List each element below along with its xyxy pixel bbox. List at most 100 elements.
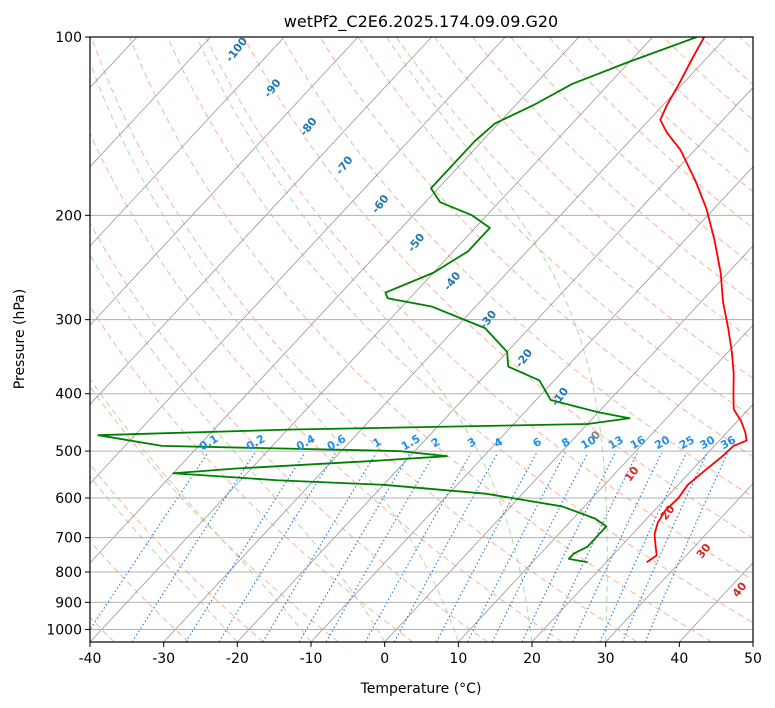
line-labels: -100-90-80-70-60-50-40-30-20-10010203040… — [197, 35, 749, 600]
mixing-ratio-line — [621, 452, 708, 642]
x-axis-label: Temperature (°C) — [360, 681, 482, 697]
moist-adiabat — [196, 37, 533, 642]
dry-adiabat-label: 40 — [730, 579, 750, 599]
moist-adiabat — [386, 37, 608, 642]
y-tick-label: 700 — [55, 531, 82, 547]
moist-adiabat — [90, 253, 386, 642]
mixing-ratio-line — [393, 452, 499, 642]
isotherm — [163, 37, 727, 642]
mixing-ratio-line — [364, 452, 472, 642]
isotherm — [90, 37, 359, 326]
x-tick-label: 20 — [523, 651, 541, 667]
x-tick-label: -40 — [79, 651, 102, 667]
dry-adiabat — [319, 37, 753, 458]
mixing-ratio-label: 25 — [677, 433, 697, 452]
mixing-ratio-line — [325, 452, 436, 642]
mixing-ratio-label: 2 — [429, 435, 442, 450]
isotherm — [384, 245, 753, 642]
isotherm — [90, 37, 285, 247]
moist-adiabat — [90, 60, 459, 642]
mixing-ratio-line — [185, 452, 306, 642]
dry-adiabat-label: -40 — [441, 269, 464, 293]
dry-adiabat — [663, 37, 753, 121]
dry-adiabat — [243, 37, 753, 539]
mixing-ratio-line — [298, 452, 411, 642]
x-tick-label: 50 — [744, 651, 762, 667]
dewpoint-line — [97, 37, 698, 564]
y-tick-label: 800 — [55, 565, 82, 581]
dry-adiabat — [548, 37, 753, 229]
y-tick-label: 200 — [55, 208, 82, 224]
dry-adiabat — [510, 37, 753, 266]
isotherm — [90, 37, 211, 168]
dry-adiabat — [167, 37, 753, 624]
x-tick-label: 40 — [670, 651, 688, 667]
isotherm — [679, 562, 753, 642]
plot-frame — [89, 36, 754, 643]
dry-adiabat-label: -30 — [477, 308, 500, 332]
mixing-ratio-line — [435, 452, 538, 642]
dry-adiabat — [90, 305, 414, 642]
dry-adiabat — [281, 37, 753, 498]
dry-adiabat — [434, 37, 753, 341]
y-tick-label: 900 — [55, 595, 82, 611]
mixing-ratio-line — [599, 452, 687, 642]
x-tick-label: 0 — [380, 651, 389, 667]
isotherm — [605, 482, 753, 642]
mixing-ratio-line — [90, 452, 209, 631]
dry-adiabat-label: 20 — [658, 502, 678, 522]
mixing-ratio-line — [218, 452, 337, 642]
mixing-ratio-line — [467, 452, 566, 642]
dry-adiabat — [624, 37, 753, 157]
x-axis: -40 -30 -20 -10 0 10 20 30 40 50 — [79, 642, 762, 667]
mixing-ratio-label: 0.1 — [197, 432, 220, 453]
dry-adiabat — [357, 37, 753, 418]
dry-adiabat — [205, 37, 753, 581]
mixing-ratio-label: 1.5 — [399, 432, 422, 453]
mixing-ratio-line — [521, 452, 616, 642]
isotherm — [0, 37, 63, 642]
isotherm — [752, 641, 753, 642]
mixing-ratio-label: 4 — [492, 435, 505, 450]
dry-adiabat-label: -80 — [297, 115, 320, 139]
isotherm — [531, 403, 753, 642]
dry-adiabat-label: -60 — [369, 192, 392, 216]
y-tick-label: 600 — [55, 491, 82, 507]
dry-adiabat-label: -100 — [223, 35, 250, 65]
isotherm — [90, 37, 580, 564]
dry-adiabat — [90, 37, 638, 642]
isotherm — [90, 37, 653, 642]
mixing-ratio-label: 0.2 — [244, 432, 267, 453]
mixing-ratio-line — [545, 452, 638, 642]
dry-adiabat — [586, 37, 753, 193]
dry-adiabat — [472, 37, 753, 303]
isotherm — [90, 37, 506, 485]
isotherm — [458, 324, 753, 642]
mixing-ratio-label: 16 — [628, 433, 648, 452]
dry-adiabat — [90, 540, 190, 642]
y-axis: 100 200 300 400 500 600 700 800 900 1000 — [46, 30, 90, 638]
x-tick-label: 30 — [597, 651, 615, 667]
dry-adiabat-label: -70 — [333, 153, 356, 177]
isotherm — [237, 86, 753, 642]
temperature-line — [646, 37, 748, 563]
moist-adiabat — [90, 378, 312, 642]
x-tick-label: 10 — [449, 651, 467, 667]
mixing-ratio-line — [131, 452, 256, 642]
dry-adiabat — [739, 37, 753, 50]
dry-adiabat — [701, 37, 753, 86]
mixing-ratio-label: 1 — [370, 435, 383, 450]
y-tick-label: 100 — [55, 30, 82, 46]
mixing-ratio-label: 20 — [652, 433, 672, 452]
dry-adiabat-label: -50 — [405, 230, 428, 254]
mixing-ratio-label: 36 — [718, 433, 738, 452]
mixing-ratio-label: 6 — [531, 435, 544, 450]
dry-adiabat-label: 10 — [622, 464, 642, 484]
mixing-ratio-line — [262, 452, 377, 642]
y-tick-label: 500 — [55, 444, 82, 460]
chart-title: wetPf2_C2E6.2025.174.09.09.G20 — [284, 12, 558, 32]
y-tick-label: 300 — [55, 313, 82, 329]
sounding-lines — [97, 37, 748, 564]
plot-background — [0, 37, 753, 642]
